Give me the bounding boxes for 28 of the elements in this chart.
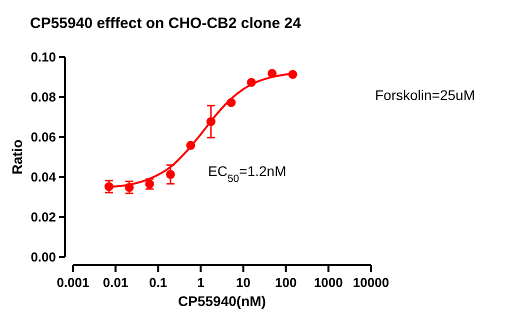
annotation: EC$_{50}$=1.2nM	[208, 163, 286, 185]
point	[166, 170, 175, 179]
x-tick-label: 100	[275, 275, 297, 290]
text: Forskolin=25uM	[375, 87, 475, 103]
y-tick-label: 0.02	[30, 210, 56, 225]
y-axis-title: Ratio	[9, 140, 25, 174]
x-tick-label: 1000	[314, 275, 343, 290]
point	[288, 70, 298, 79]
chart-title: CP55940 efffect on CHO-CB2 clone 24	[30, 15, 302, 32]
point	[268, 68, 277, 78]
x-axis-title: CP55940(nM)	[178, 293, 266, 309]
y-tick-label: 0.10	[30, 50, 56, 65]
point	[104, 182, 114, 192]
y-tick-label: 0.04	[30, 170, 57, 185]
x-tick-label: 10000	[352, 275, 390, 290]
point	[226, 98, 236, 108]
x-tick-label: 0.1	[149, 275, 168, 290]
x-tick-label: 1	[197, 275, 204, 290]
point	[206, 117, 216, 126]
x-tick-label: 0.01	[102, 275, 128, 290]
y-tick-label: 0.08	[30, 90, 56, 105]
point	[124, 182, 134, 192]
y-tick-label: 0.06	[30, 130, 56, 145]
x-tick-label: 0.001	[56, 275, 90, 290]
point	[246, 78, 256, 87]
point	[186, 140, 196, 150]
x-tick-label: 10	[236, 275, 251, 290]
y-tick-label: 0.00	[30, 250, 56, 265]
